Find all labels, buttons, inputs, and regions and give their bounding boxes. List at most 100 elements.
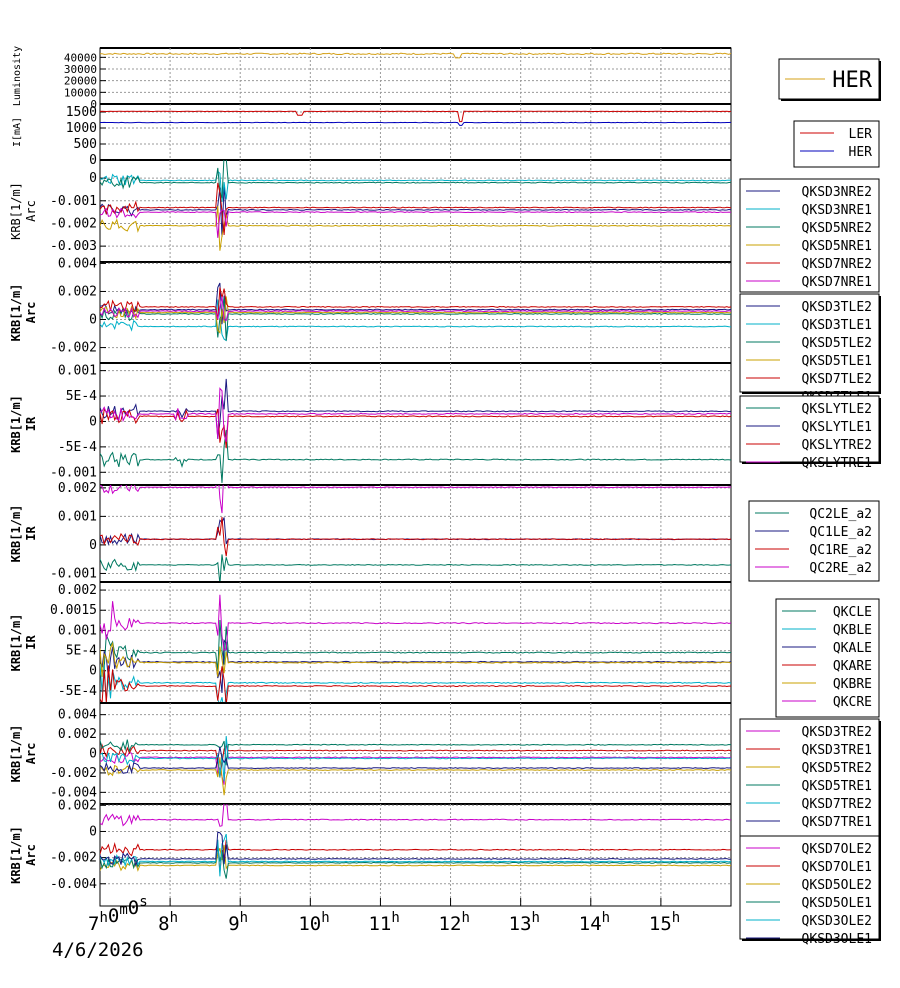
series-line (100, 619, 731, 676)
legend-arc-tle: QKSD3TLE2 QKSD3TLE1 QKSD5TLE2 QKSD5TLE1 QKSD… (739, 293, 881, 405)
legend-entry: QKSD7TRE2 (802, 797, 872, 812)
series-line (100, 804, 731, 827)
panel-frame (99, 581, 732, 704)
y-tick-label: 0 (89, 824, 97, 839)
legend-entry: QKSLYTLE2 (802, 402, 872, 417)
legend-box (793, 120, 880, 168)
series-line (100, 594, 731, 651)
series-group (100, 804, 731, 879)
series-line (100, 833, 731, 877)
y-axis-label: KRB[1/m]Arc (9, 182, 38, 240)
x-tick-label: 13h (509, 910, 540, 935)
legend-entry: QKSD7TLE2 (802, 372, 872, 387)
x-tick-label: 11h (368, 910, 399, 935)
series-line (100, 207, 731, 238)
series-line (100, 757, 731, 796)
series-line (100, 110, 731, 123)
panel-frame (99, 484, 732, 583)
y-axis-label-line: Arc (24, 743, 38, 765)
legend-entry: QC1RE_a2 (809, 543, 872, 558)
legend-arc-nre: QKSD3NRE2 QKSD3NRE1 QKSD5NRE2 QKSD5NRE1 QKSD… (739, 178, 880, 293)
series-line (100, 52, 731, 59)
panel-arc-tre: 0.004 0.002 0 -0.002 -0.004 KRB[1/m]Arc (9, 702, 732, 805)
legend-entry: QKSLYTRE2 (802, 438, 872, 453)
y-tick-label: 0 (90, 98, 97, 111)
legend-entry: QC2LE_a2 (809, 507, 872, 522)
y-tick-label: 0 (89, 414, 97, 429)
y-axis-label: KRB[1/m]Arc (9, 725, 38, 783)
panel-frame (99, 159, 732, 263)
y-tick-label: 0.001 (58, 623, 97, 638)
y-axis-label-line: KRB[1/m] (9, 395, 23, 453)
panel-ir-slyt: 0.001 5E-4 0 -5E-4 -0.001 KRB[1/m]IR (9, 362, 732, 486)
legend-entry: QKSD7OLE1 (802, 860, 872, 875)
series-line (100, 282, 731, 325)
legend-entry: QKSD3TLE2 (802, 300, 872, 315)
series-group (100, 594, 731, 703)
legend-ir-slyt: QKSLYTLE2 QKSLYTLE1 QKSLYTRE2 QKSLYTRE1 (739, 395, 881, 471)
y-tick-label: 5E-4 (66, 389, 97, 404)
series-line (100, 554, 731, 582)
y-tick-label: 0.001 (58, 509, 97, 524)
legend-entry: QKSD7NRE1 (802, 275, 872, 290)
y-tick-label: 0.002 (58, 284, 97, 299)
y-axis-label: I[mA] (12, 117, 23, 147)
y-tick-label: 20000 (64, 75, 97, 88)
series-line (100, 736, 731, 782)
series-group (100, 378, 731, 483)
series-line (100, 121, 731, 126)
series-group (100, 485, 731, 582)
x-tick-label: 10h (298, 910, 329, 935)
x-tick-label: 14h (579, 910, 610, 935)
legend-entry: QKSD7NRE2 (802, 257, 872, 272)
y-tick-label: -0.004 (50, 877, 97, 892)
x-tick-label: 9h (228, 910, 248, 935)
y-tick-label: 0.002 (58, 727, 97, 742)
y-tick-label: -5E-4 (58, 440, 97, 455)
legend-entry: QC2RE_a2 (809, 561, 872, 576)
y-axis-label-line: KRB[1/m] (9, 182, 23, 240)
legend-entry: QKSD5NRE1 (802, 239, 872, 254)
y-axis-label: Luminosity (12, 46, 23, 106)
series-line (100, 665, 731, 703)
legend-entry: QKSD3NRE2 (802, 185, 872, 200)
y-tick-label: 0 (89, 313, 97, 328)
series-line (100, 182, 731, 236)
series-group (100, 160, 731, 251)
legend-entry: QKALE (833, 641, 872, 656)
y-tick-label: -0.004 (50, 785, 97, 800)
y-tick-label: 0 (89, 747, 97, 762)
y-tick-label: -0.002 (50, 216, 97, 231)
series-line (100, 170, 731, 202)
legend-entry: QKSD3TRE2 (802, 725, 872, 740)
y-tick-label: 0.004 (58, 708, 97, 723)
series-line (100, 839, 731, 873)
series-line (100, 429, 731, 483)
series-line (100, 746, 731, 775)
legend-entry: HER (849, 145, 873, 160)
series-line (100, 485, 731, 514)
legend-entry: HER (832, 68, 872, 93)
legend-entry: QKSD3OLE2 (802, 914, 872, 929)
legend-box (739, 178, 880, 293)
legend-box (748, 500, 880, 582)
legend-entry: QKSD5OLE1 (802, 896, 872, 911)
y-axis-label: KRB[1/m]IR (9, 505, 38, 563)
y-tick-label: -0.002 (50, 851, 97, 866)
y-tick-label: 0.001 (58, 364, 97, 379)
legend-entry: QKSLYTRE1 (802, 456, 872, 471)
y-tick-label: -0.003 (50, 239, 97, 254)
legend-entry: QKSD7TRE1 (802, 815, 872, 830)
y-axis-label: KRB[1/m]Arc (9, 284, 38, 342)
y-tick-label: 0.002 (58, 481, 97, 496)
y-tick-label: -0.001 (50, 194, 97, 209)
legend-entry: QKSD7OLE2 (802, 842, 872, 857)
y-tick-label: -0.002 (50, 341, 97, 356)
y-axis-label-line: I[mA] (12, 117, 23, 147)
y-axis-label-line: Arc (24, 200, 38, 222)
y-axis-label-line: IR (24, 635, 38, 650)
legend-entry: QKCLE (833, 605, 872, 620)
legend-entry: QKSD5TRE2 (802, 761, 872, 776)
